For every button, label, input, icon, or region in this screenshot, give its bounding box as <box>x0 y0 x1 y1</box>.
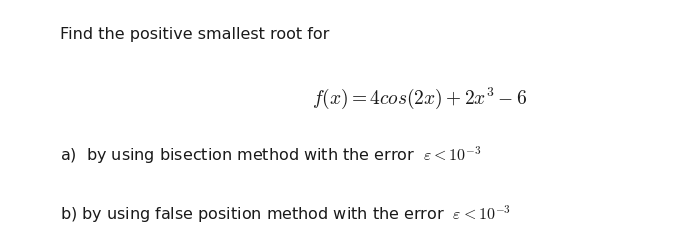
Text: a)  by using bisection method with the error  $\varepsilon < 10^{-3}$: a) by using bisection method with the er… <box>60 144 481 165</box>
Text: b) by using false position method with the error  $\varepsilon < 10^{-3}$: b) by using false position method with t… <box>60 202 510 224</box>
Text: $f(x) = 4cos(2x) + 2x^3 - 6$: $f(x) = 4cos(2x) + 2x^3 - 6$ <box>312 86 528 111</box>
Text: Find the positive smallest root for: Find the positive smallest root for <box>60 27 329 42</box>
